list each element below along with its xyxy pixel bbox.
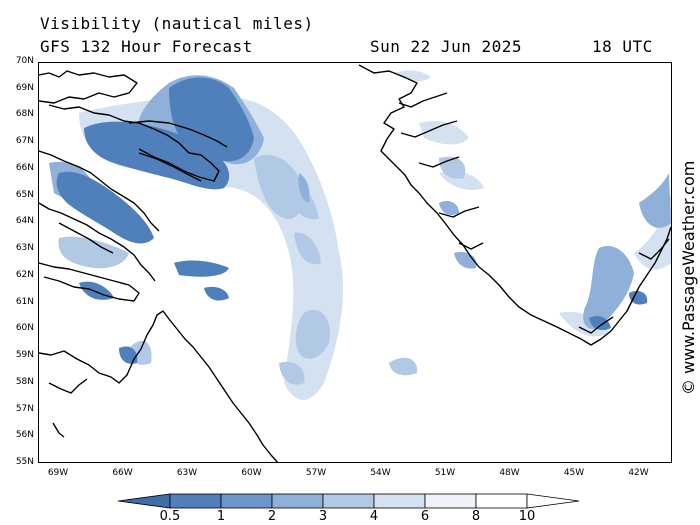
visibility-field-mid bbox=[49, 75, 671, 329]
lon-label: 45W bbox=[563, 468, 585, 478]
lat-label: 56N bbox=[15, 430, 34, 441]
legend-swatch bbox=[220, 493, 273, 509]
forecast-subtitle: GFS 132 Hour Forecast bbox=[40, 37, 253, 56]
lat-label: 69N bbox=[15, 82, 34, 93]
visibility-map bbox=[38, 62, 672, 463]
legend-swatch bbox=[169, 493, 222, 509]
legend-label: 3 bbox=[318, 509, 328, 524]
legend-swatch bbox=[271, 493, 324, 509]
legend-label: 2 bbox=[267, 509, 277, 524]
legend-label: 0.5 bbox=[159, 509, 181, 524]
legend-colorbar bbox=[117, 492, 582, 514]
lat-label: 61N bbox=[15, 296, 34, 307]
legend-swatch-max bbox=[526, 493, 580, 509]
lat-label: 70N bbox=[15, 56, 34, 66]
lat-label: 66N bbox=[15, 162, 34, 173]
lat-label: 57N bbox=[15, 403, 34, 414]
legend-label: 10 bbox=[518, 509, 536, 524]
lat-label: 63N bbox=[15, 243, 34, 254]
lon-label: 69W bbox=[47, 468, 69, 478]
legend-swatches bbox=[117, 493, 580, 509]
lat-label: 62N bbox=[15, 269, 34, 280]
legend-label: 6 bbox=[420, 509, 430, 524]
lat-label: 67N bbox=[15, 136, 34, 147]
lat-label: 59N bbox=[15, 350, 34, 361]
legend-label: 8 bbox=[471, 509, 481, 524]
coastlines bbox=[39, 64, 671, 462]
legend-label: 4 bbox=[369, 509, 379, 524]
legend-swatch bbox=[322, 493, 375, 509]
lon-label: 60W bbox=[241, 468, 262, 478]
legend-label: 1 bbox=[216, 509, 226, 524]
visibility-field-pale bbox=[58, 154, 466, 385]
forecast-date: Sun 22 Jun 2025 bbox=[370, 37, 522, 56]
forecast-time: 18 UTC bbox=[592, 37, 653, 56]
lat-label: 65N bbox=[15, 189, 34, 200]
lat-label: 60N bbox=[15, 323, 34, 334]
map-canvas bbox=[39, 64, 671, 462]
legend-swatch bbox=[475, 493, 528, 509]
lat-label: 55N bbox=[15, 457, 34, 467]
lon-label: 48W bbox=[499, 468, 520, 478]
lat-label: 68N bbox=[15, 109, 34, 120]
legend-swatch bbox=[424, 493, 477, 509]
lon-label: 57W bbox=[305, 468, 327, 478]
legend-swatch bbox=[373, 493, 426, 509]
lon-label: 63W bbox=[176, 468, 198, 478]
lat-label: 64N bbox=[15, 216, 34, 227]
lon-label: 54W bbox=[370, 468, 391, 478]
site-credit: © www.PassageWeather.com bbox=[679, 160, 698, 395]
map-title: Visibility (nautical miles) bbox=[40, 14, 314, 33]
lon-label: 51W bbox=[434, 468, 456, 478]
visibility-field-dark bbox=[56, 77, 648, 364]
lat-label: 58N bbox=[15, 376, 34, 387]
lon-label: 42W bbox=[628, 468, 649, 478]
legend-swatch-min bbox=[117, 493, 171, 509]
lon-label: 66W bbox=[112, 468, 133, 478]
